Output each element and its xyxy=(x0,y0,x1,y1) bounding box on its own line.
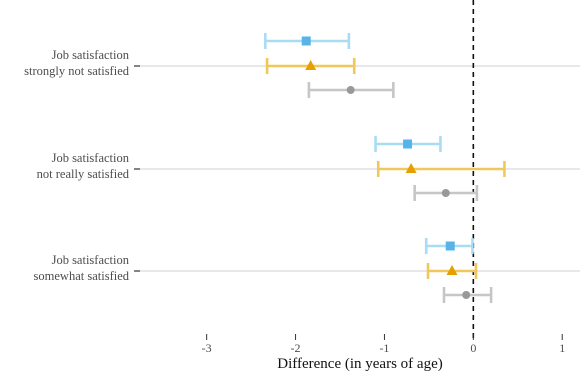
category-label-layer: Job satisfaction strongly not satisfiedJo… xyxy=(24,48,130,283)
estimate-square-1 xyxy=(374,136,442,152)
point-triangle xyxy=(405,163,417,173)
estimate-circle-0 xyxy=(307,82,395,98)
category-label-1: Job satisfaction not really satisfied xyxy=(37,151,130,181)
x-tick-label-0: -3 xyxy=(202,341,212,355)
point-circle xyxy=(441,189,450,197)
point-triangle xyxy=(305,60,317,70)
estimate-triangle-0 xyxy=(265,58,356,74)
point-circle xyxy=(462,291,471,299)
category-label-line: not really satisfied xyxy=(37,167,130,181)
x-tick-label-1: -2 xyxy=(291,341,301,355)
category-label-line: Job satisfaction xyxy=(52,48,130,62)
category-label-line: Job satisfaction xyxy=(52,253,130,267)
series-layer xyxy=(264,33,506,303)
x-tick-layer: -3 -2 -1 0 1 xyxy=(202,334,565,355)
x-tick-label-2: -1 xyxy=(379,341,389,355)
point-square xyxy=(403,139,413,149)
category-label-line: somewhat satisfied xyxy=(34,269,130,283)
estimate-square-2 xyxy=(424,238,474,254)
estimate-triangle-2 xyxy=(426,263,478,279)
point-square xyxy=(445,241,455,251)
category-label-line: Job satisfaction xyxy=(52,151,130,165)
x-axis-title: Difference (in years of age) xyxy=(277,356,442,372)
x-tick-label-3: 0 xyxy=(470,341,476,355)
category-label-0: Job satisfaction strongly not satisfied xyxy=(24,48,130,78)
estimate-circle-2 xyxy=(442,287,493,303)
point-circle xyxy=(346,86,355,94)
category-label-line: strongly not satisfied xyxy=(24,64,130,78)
category-label-2: Job satisfaction somewhat satisfied xyxy=(34,253,130,283)
grid-layer xyxy=(134,65,580,272)
x-tick-label-4: 1 xyxy=(559,341,565,355)
point-square xyxy=(301,36,311,46)
estimate-square-0 xyxy=(264,33,351,49)
estimate-circle-1 xyxy=(413,185,479,201)
point-triangle xyxy=(446,265,458,275)
estimate-triangle-1 xyxy=(376,161,506,177)
